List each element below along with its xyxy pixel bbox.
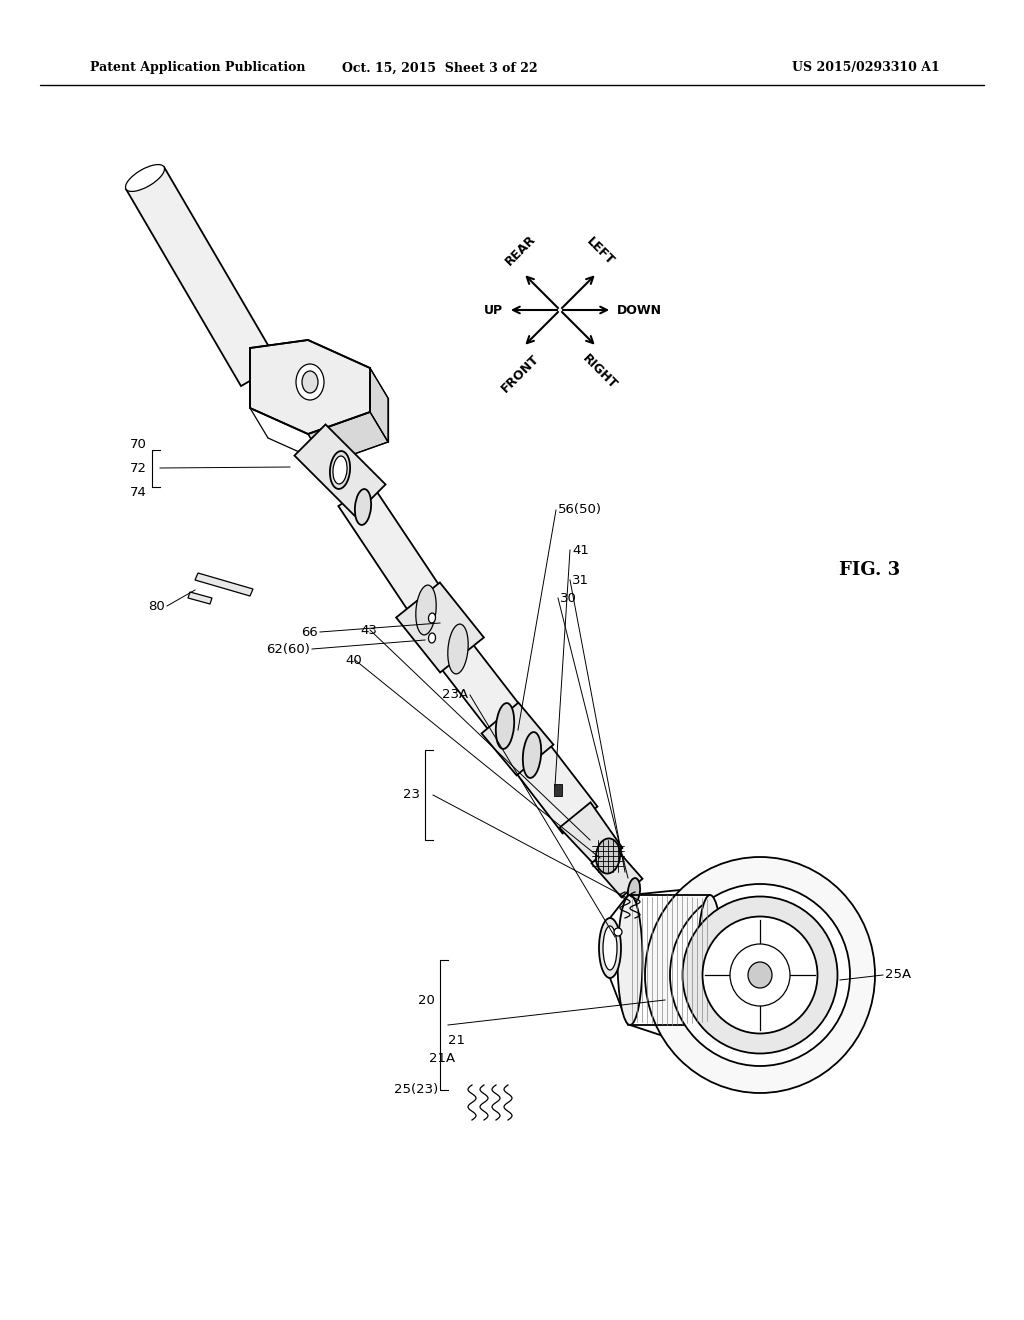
Ellipse shape [702, 916, 817, 1034]
Polygon shape [513, 742, 597, 833]
Ellipse shape [697, 895, 723, 1026]
Polygon shape [250, 341, 370, 434]
Text: 62(60): 62(60) [266, 643, 310, 656]
Text: Oct. 15, 2015  Sheet 3 of 22: Oct. 15, 2015 Sheet 3 of 22 [342, 62, 538, 74]
Text: 40: 40 [345, 653, 361, 667]
Polygon shape [338, 484, 452, 626]
Text: 20: 20 [418, 994, 435, 1006]
Polygon shape [396, 582, 484, 672]
Polygon shape [592, 845, 642, 898]
Polygon shape [559, 803, 623, 869]
Ellipse shape [416, 585, 436, 635]
Ellipse shape [628, 878, 640, 904]
Ellipse shape [428, 612, 435, 623]
Text: FIG. 3: FIG. 3 [840, 561, 900, 579]
Text: 21A: 21A [429, 1052, 455, 1064]
Ellipse shape [126, 165, 165, 191]
Polygon shape [370, 368, 388, 442]
Text: 31: 31 [572, 573, 589, 586]
Text: DOWN: DOWN [617, 304, 662, 317]
Text: UP: UP [484, 304, 503, 317]
Text: 25A: 25A [885, 969, 911, 982]
Ellipse shape [523, 733, 542, 777]
Text: LEFT: LEFT [584, 235, 616, 268]
Ellipse shape [296, 364, 324, 400]
Ellipse shape [748, 962, 772, 987]
Ellipse shape [333, 455, 347, 484]
Text: 23A: 23A [442, 689, 468, 701]
Ellipse shape [355, 488, 371, 525]
Ellipse shape [614, 928, 622, 936]
Polygon shape [188, 591, 212, 605]
Ellipse shape [596, 838, 621, 874]
Polygon shape [481, 702, 553, 775]
Ellipse shape [428, 634, 435, 643]
Text: US 2015/0293310 A1: US 2015/0293310 A1 [793, 62, 940, 74]
Ellipse shape [730, 944, 790, 1006]
Text: REAR: REAR [503, 232, 538, 268]
Ellipse shape [599, 917, 621, 978]
Polygon shape [126, 166, 279, 385]
Text: 23: 23 [403, 788, 420, 801]
Ellipse shape [496, 704, 514, 748]
Polygon shape [195, 573, 253, 597]
Text: 25(23): 25(23) [394, 1084, 438, 1097]
Ellipse shape [603, 927, 617, 970]
Polygon shape [295, 425, 386, 516]
Text: 30: 30 [560, 591, 577, 605]
Ellipse shape [645, 857, 874, 1093]
Text: 80: 80 [148, 599, 165, 612]
Ellipse shape [617, 895, 642, 1026]
Text: 70: 70 [130, 438, 147, 451]
Text: RIGHT: RIGHT [580, 351, 620, 392]
Text: FRONT: FRONT [499, 351, 542, 395]
Polygon shape [554, 784, 562, 796]
Text: 21: 21 [449, 1034, 465, 1047]
Ellipse shape [447, 624, 468, 675]
Text: 41: 41 [572, 544, 589, 557]
Ellipse shape [302, 371, 318, 393]
Ellipse shape [330, 451, 350, 488]
Text: 74: 74 [130, 486, 147, 499]
Text: 66: 66 [301, 626, 318, 639]
Ellipse shape [670, 884, 850, 1067]
Polygon shape [436, 638, 525, 738]
Text: Patent Application Publication: Patent Application Publication [90, 62, 305, 74]
Ellipse shape [683, 896, 838, 1053]
Text: 43: 43 [360, 623, 377, 636]
Polygon shape [308, 412, 388, 465]
Text: 56(50): 56(50) [558, 503, 602, 516]
Text: 72: 72 [130, 462, 147, 474]
